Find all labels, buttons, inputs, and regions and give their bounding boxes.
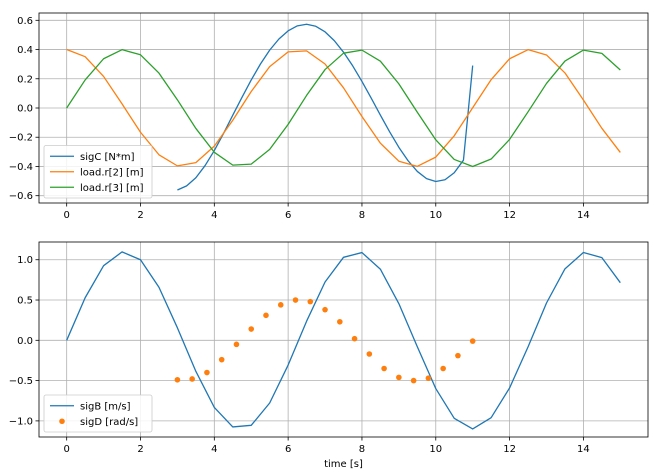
- legend-entry: sigB [m/s]: [80, 401, 131, 412]
- data-point: [263, 312, 269, 319]
- y-tick-label: 0.4: [17, 45, 33, 56]
- subplot-1: 0 2 4 6 8 10 12 14 −0.6 −0.4 −0.2 0.0 0.2 0.4 0.6 sigC …: [9, 12, 649, 221]
- x-tick-label: 0: [63, 444, 69, 455]
- data-point: [322, 306, 328, 313]
- legend-marker: [59, 418, 65, 425]
- data-point: [425, 375, 432, 381]
- data-point: [189, 376, 195, 382]
- legend-entry: sigD [rad/s]: [80, 417, 138, 428]
- x-tick-label: 2: [137, 444, 143, 455]
- y-tick-label: −0.6: [9, 191, 33, 202]
- series-2: [174, 297, 476, 384]
- series-line-3: [66, 49, 621, 168]
- legend-entry: sigC [N*m]: [80, 152, 135, 163]
- data-point: [381, 365, 387, 372]
- series-line-1: [177, 23, 474, 191]
- y-tick-label: 0.5: [17, 296, 33, 307]
- data-point: [396, 374, 402, 381]
- x-axis-label: time [s]: [324, 459, 363, 470]
- x-tick-label: 14: [577, 444, 590, 455]
- data-point: [351, 335, 358, 342]
- x-tick-label: 10: [429, 210, 442, 221]
- y-tick-label: −0.5: [9, 376, 33, 387]
- y-tick-label: −0.4: [9, 162, 33, 173]
- axes-frame: [38, 241, 649, 438]
- y-tick-label: 0.2: [17, 74, 33, 85]
- series-line-2: [66, 48, 621, 167]
- legend: sigC [N*m] load.r[2] [m] load.r[3] [m]: [43, 145, 153, 199]
- x-tick-label: 4: [211, 444, 217, 455]
- x-tick-label: 6: [285, 444, 291, 455]
- data-point: [248, 326, 255, 332]
- x-tick-label: 14: [577, 210, 590, 221]
- data-point: [174, 376, 181, 383]
- data-point: [218, 356, 225, 363]
- x-tick-label: 0: [63, 210, 69, 221]
- x-tick-label: 12: [503, 210, 516, 221]
- x-tick-label: 8: [359, 210, 365, 221]
- legend: sigB [m/s] sigD [rad/s]: [43, 394, 153, 433]
- x-tick-label: 2: [137, 210, 143, 221]
- data-point: [292, 297, 299, 303]
- x-tick-label: 12: [503, 444, 516, 455]
- subplot-2: 0 2 4 6 8 10 12 14 −1.0 −0.5 0.0 0.5 1.0 time [s] sigB…: [9, 241, 649, 470]
- data-point: [366, 351, 373, 357]
- legend-entry: load.r[2] [m]: [80, 167, 144, 178]
- y-tick-label: −1.0: [9, 416, 33, 427]
- data-point: [337, 318, 343, 325]
- data-point: [440, 365, 446, 372]
- legend-box: [43, 394, 153, 433]
- y-tick-label: 0.0: [17, 336, 33, 347]
- data-point: [455, 352, 461, 359]
- data-point: [307, 298, 314, 305]
- data-point: [469, 338, 476, 344]
- x-tick-label: 4: [211, 210, 217, 221]
- y-tick-label: −0.2: [9, 133, 33, 144]
- x-tick-label: 10: [429, 444, 442, 455]
- series-line-1: [66, 251, 621, 430]
- y-tick-label: 0.6: [17, 16, 33, 27]
- data-point: [204, 369, 210, 376]
- y-tick-label: 1.0: [17, 255, 33, 266]
- y-tick-label: 0.0: [17, 104, 33, 115]
- data-point: [277, 302, 284, 308]
- data-point: [410, 377, 417, 384]
- x-tick-label: 8: [359, 444, 365, 455]
- x-tick-label: 6: [285, 210, 291, 221]
- data-point: [233, 341, 240, 348]
- legend-box: [43, 145, 153, 199]
- legend-entry: load.r[3] [m]: [80, 183, 144, 194]
